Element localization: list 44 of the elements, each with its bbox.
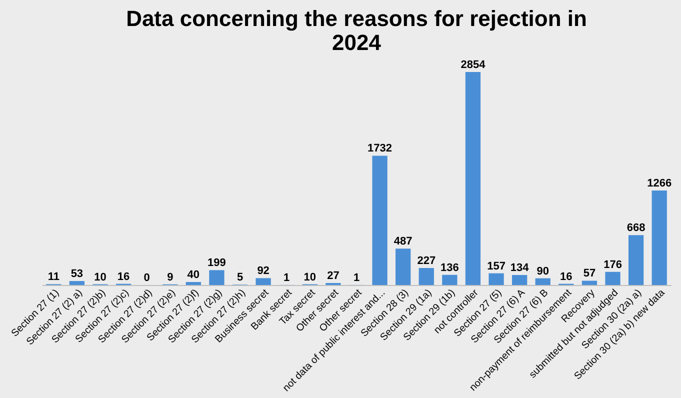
data-label: 487: [394, 236, 412, 248]
bar: [418, 268, 434, 285]
data-label: 10: [304, 271, 316, 284]
bar: [535, 278, 550, 285]
data-label: 90: [536, 265, 549, 278]
bar: [69, 281, 85, 285]
bar: [186, 282, 201, 285]
bar: [465, 72, 481, 285]
data-label: 0: [144, 272, 150, 284]
data-label: 176: [604, 258, 622, 271]
data-label: 2854: [460, 59, 486, 71]
data-label: 27: [327, 270, 340, 282]
data-label: 157: [487, 260, 506, 272]
bar: [605, 272, 620, 285]
bar: [372, 156, 388, 285]
data-label: 57: [583, 268, 596, 280]
data-label: 1: [284, 272, 290, 284]
bar: [488, 273, 504, 285]
data-label: 668: [626, 222, 646, 234]
bar: [396, 248, 411, 285]
data-label: 1: [353, 272, 360, 284]
bar: [628, 235, 644, 285]
bar: [512, 275, 528, 285]
data-label: 1732: [368, 142, 392, 155]
data-label: 134: [510, 262, 530, 274]
data-label: 53: [70, 268, 84, 280]
bar: [209, 270, 224, 285]
bar: [256, 278, 271, 285]
data-label: 136: [440, 262, 459, 274]
data-label: 9: [167, 271, 174, 284]
bar: [652, 190, 667, 285]
data-label: 10: [94, 271, 106, 284]
data-label: 227: [417, 255, 436, 268]
bar: [442, 274, 458, 285]
data-label: 199: [208, 257, 226, 270]
data-label: 1266: [647, 178, 672, 190]
data-label: 11: [48, 271, 60, 284]
data-label: 5: [236, 272, 244, 284]
data-label: 16: [117, 270, 130, 283]
data-label: 92: [257, 265, 270, 278]
chart-title: Data concerning the reasons for rejection in 2024: [126, 6, 587, 55]
bar: [582, 280, 598, 285]
data-label: 40: [187, 269, 200, 282]
data-label: 16: [560, 270, 572, 283]
